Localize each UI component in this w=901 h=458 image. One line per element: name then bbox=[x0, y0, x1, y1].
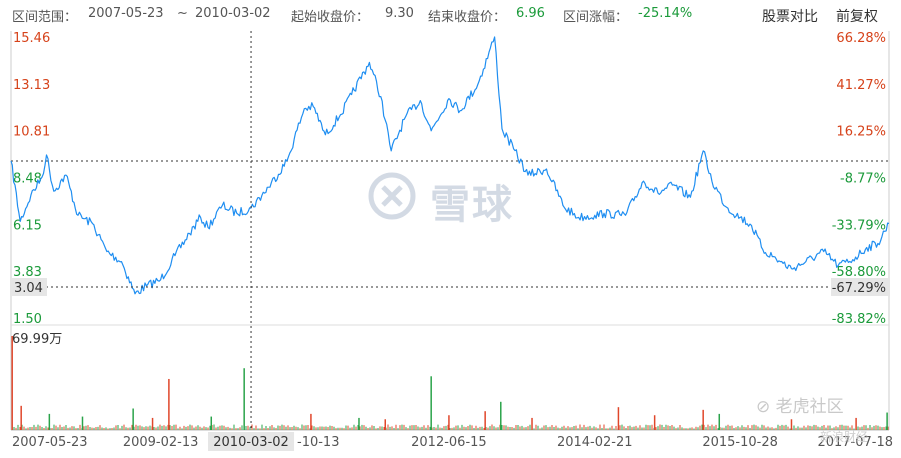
crosshair-price-box bbox=[11, 278, 47, 297]
y-right-tick-label: -8.77% bbox=[840, 172, 886, 187]
y-left-tick-label: 15.46 bbox=[13, 31, 50, 46]
laohu-logo-icon: ⊘ bbox=[756, 397, 776, 417]
laohu-watermark: ⊘ 老虎社区 bbox=[756, 392, 844, 417]
y-left-tick-label: 6.15 bbox=[13, 218, 42, 233]
y-right-tick-label: 66.28% bbox=[836, 31, 886, 46]
adjust-button[interactable]: 前复权 bbox=[836, 9, 878, 25]
change-label: 区间涨幅： bbox=[563, 10, 629, 25]
chart-frame bbox=[10, 31, 890, 431]
end-price-label: 结束收盘价： bbox=[428, 10, 507, 25]
volume-bars bbox=[11, 336, 889, 430]
y-left-tick-label: 10.81 bbox=[13, 125, 50, 140]
crosshair-change-box bbox=[831, 278, 889, 297]
range-separator: ~ bbox=[177, 6, 188, 21]
start-price-value: 9.30 bbox=[385, 6, 414, 21]
price-line bbox=[10, 36, 890, 295]
xueqiu-watermark: 雪球 bbox=[368, 172, 538, 228]
x-tick-label: 2014-02-21 bbox=[557, 435, 633, 450]
crosshair-change-label: -67.29% bbox=[832, 281, 886, 296]
xueqiu-logo-icon bbox=[368, 172, 416, 220]
y-right-tick-label: -33.79% bbox=[832, 218, 886, 233]
laohu-watermark-text: 老虎社区 bbox=[775, 397, 844, 417]
range-start-date: 2007-05-23 bbox=[88, 6, 164, 21]
compare-button[interactable]: 股票对比 bbox=[762, 9, 818, 25]
y-left-tick-label: 1.50 bbox=[13, 312, 42, 327]
crosshair-price-label: 3.04 bbox=[14, 281, 43, 296]
crosshair: 3.04 -67.29% 2010-03-02 bbox=[11, 31, 889, 451]
x-tick-label: -10-13 bbox=[297, 435, 339, 450]
x-axis-ticks: 2007-05-23 2009-02-13 2010-03-02 -10-13 2012… bbox=[12, 435, 893, 450]
x-tick-label: 2017-07-18 bbox=[817, 435, 893, 450]
range-label: 区间范围： bbox=[12, 10, 78, 25]
change-value: -25.14% bbox=[638, 6, 693, 21]
x-tick-label: 2009-02-13 bbox=[123, 435, 199, 450]
chart-header: 区间范围： 2007-05-23 ~ 2010-03-02 起始收盘价： 9.3… bbox=[0, 0, 901, 30]
end-price-value: 6.96 bbox=[516, 6, 545, 21]
range-end-date: 2010-03-02 bbox=[195, 6, 271, 21]
y-left-tick-label: 13.13 bbox=[13, 78, 50, 93]
right-axis-ticks: 66.28% 41.27% 16.25% -8.77% -33.79% -58.80% -8… bbox=[832, 31, 886, 327]
xueqiu-watermark-text: 雪球 bbox=[430, 182, 514, 228]
y-right-tick-label: 16.25% bbox=[836, 125, 886, 140]
y-right-tick-label: -58.80% bbox=[832, 265, 886, 280]
x-tick-label: 2012-06-15 bbox=[411, 435, 487, 450]
y-right-tick-label: 41.27% bbox=[836, 78, 886, 93]
volume-max-label: 69.99万 bbox=[12, 332, 62, 347]
sina-watermark: 新浪财经 bbox=[820, 430, 869, 444]
crosshair-date-label: 2010-03-02 bbox=[213, 435, 289, 450]
crosshair-date-box bbox=[208, 432, 295, 451]
x-tick-label: 2015-10-28 bbox=[702, 435, 778, 450]
y-right-tick-label: -83.82% bbox=[832, 312, 886, 327]
left-axis-ticks: 15.46 13.13 10.81 8.48 6.15 3.83 1.50 bbox=[13, 31, 50, 327]
y-left-tick-label: 3.83 bbox=[13, 265, 42, 280]
y-left-tick-label: 8.48 bbox=[13, 172, 42, 187]
x-tick-label: 2007-05-23 bbox=[12, 435, 88, 450]
start-price-label: 起始收盘价： bbox=[291, 10, 370, 25]
